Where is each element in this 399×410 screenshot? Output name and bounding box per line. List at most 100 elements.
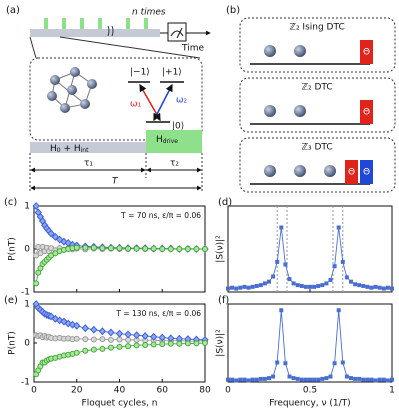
marker bbox=[381, 377, 386, 382]
marker bbox=[125, 245, 132, 252]
plot-frame bbox=[227, 303, 393, 383]
marker bbox=[116, 336, 123, 343]
level-label: |0⟩ bbox=[172, 122, 184, 132]
marker bbox=[51, 233, 60, 241]
marker bbox=[150, 245, 157, 252]
marker bbox=[353, 282, 358, 287]
marker bbox=[316, 377, 321, 382]
marker bbox=[369, 285, 374, 290]
marker bbox=[336, 308, 341, 313]
panel-label: (f) bbox=[218, 295, 229, 306]
theta-box bbox=[360, 160, 373, 184]
marker bbox=[303, 377, 308, 382]
marker bbox=[47, 229, 55, 238]
x-tick-label: 0 bbox=[225, 386, 231, 396]
atoms bbox=[47, 67, 97, 113]
series-line bbox=[227, 227, 393, 290]
marker bbox=[176, 340, 183, 347]
annotation: T = 70 ns, ε/π = 0.06 bbox=[120, 211, 201, 220]
dtc-title: ℤ₃ DTC bbox=[301, 143, 332, 153]
dtc-box bbox=[239, 77, 396, 133]
marker bbox=[242, 284, 247, 289]
inset-box bbox=[29, 57, 203, 141]
marker bbox=[184, 340, 191, 347]
marker bbox=[320, 376, 325, 381]
marker bbox=[275, 259, 280, 264]
marker bbox=[159, 341, 166, 348]
level-label: |−1⟩ bbox=[130, 68, 150, 78]
y-axis-label: |S(ν)|² bbox=[216, 329, 226, 357]
marker bbox=[193, 340, 200, 347]
omega-label: ω₁ bbox=[130, 100, 142, 110]
marker bbox=[316, 283, 321, 288]
marker bbox=[82, 336, 89, 343]
marker bbox=[283, 361, 288, 366]
marker bbox=[90, 346, 97, 353]
marker bbox=[238, 285, 243, 290]
y-tick-label: 1 bbox=[24, 202, 30, 212]
marker bbox=[99, 245, 106, 252]
marker bbox=[258, 376, 263, 381]
marker bbox=[258, 283, 263, 288]
marker bbox=[254, 377, 259, 382]
x-axis-label: Floquet cycles, n bbox=[82, 399, 158, 409]
marker bbox=[353, 376, 358, 381]
plot-frame bbox=[227, 205, 393, 293]
marker bbox=[312, 377, 317, 382]
marker bbox=[390, 377, 394, 382]
y-tick-label: -1 bbox=[21, 378, 30, 388]
marker bbox=[167, 246, 174, 252]
marker bbox=[324, 376, 329, 381]
marker bbox=[226, 377, 230, 382]
marker bbox=[340, 259, 345, 264]
marker bbox=[373, 284, 378, 289]
marker bbox=[365, 377, 370, 382]
marker bbox=[279, 308, 284, 313]
marker bbox=[381, 286, 386, 291]
marker bbox=[60, 317, 68, 326]
marker bbox=[82, 347, 89, 354]
marker bbox=[158, 333, 166, 342]
marker bbox=[340, 360, 345, 365]
transition bbox=[153, 83, 173, 122]
marker bbox=[234, 378, 239, 383]
marker bbox=[90, 336, 97, 343]
measure-box bbox=[167, 22, 187, 42]
marker bbox=[291, 281, 296, 286]
marker bbox=[349, 279, 353, 284]
marker bbox=[271, 274, 276, 279]
panel-label: (d) bbox=[218, 197, 232, 208]
atom bbox=[294, 45, 306, 57]
marker bbox=[133, 342, 140, 349]
theta-label: Θ bbox=[348, 168, 355, 178]
repeat-label: n times bbox=[132, 8, 166, 18]
omega-label: ω₂ bbox=[176, 96, 188, 106]
marker bbox=[202, 340, 208, 346]
x-tick-label: 20 bbox=[71, 386, 83, 396]
atom bbox=[294, 165, 306, 177]
marker bbox=[141, 332, 149, 340]
x-tick-label: 80 bbox=[199, 386, 211, 396]
marker bbox=[357, 376, 362, 381]
marker bbox=[51, 314, 60, 323]
x-tick-label: 40 bbox=[114, 386, 126, 396]
marker bbox=[349, 376, 353, 381]
marker bbox=[361, 283, 366, 288]
marker bbox=[90, 244, 97, 251]
marker bbox=[312, 284, 317, 289]
atom bbox=[264, 45, 276, 57]
marker bbox=[262, 376, 267, 381]
marker bbox=[328, 374, 333, 379]
levels bbox=[128, 81, 184, 123]
marker bbox=[116, 245, 123, 252]
marker bbox=[271, 374, 276, 379]
timeline bbox=[30, 29, 160, 37]
marker bbox=[385, 378, 390, 383]
panel-label: (b) bbox=[226, 5, 240, 16]
marker bbox=[132, 331, 141, 340]
marker bbox=[328, 277, 333, 282]
marker bbox=[377, 377, 382, 382]
marker bbox=[283, 262, 288, 267]
